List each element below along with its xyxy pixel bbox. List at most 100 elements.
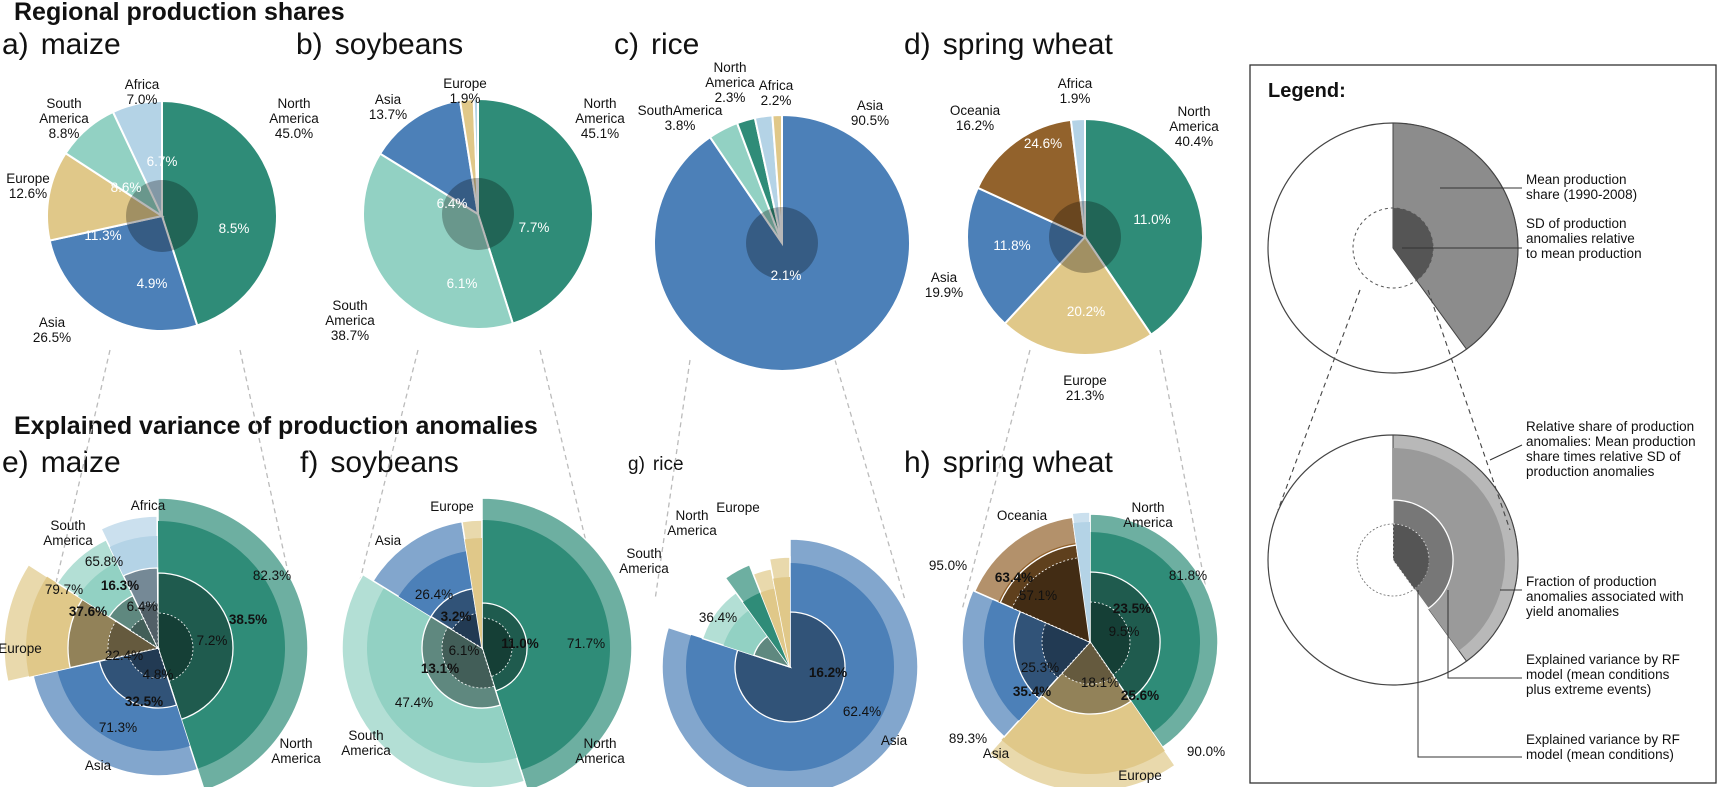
pie-d-slice-europe (1003, 235, 1153, 356)
legend-graphics (1267, 122, 1523, 758)
pie-b-soybeans: North America 45.1% 7.7% South America 38.7% 6.… (325, 76, 625, 343)
pie-e-fraction-south-america: 65.8% (85, 554, 123, 569)
pie-h-fraction-africa-4 (1073, 522, 1090, 642)
pie-a-slice-europe (46, 151, 165, 242)
pie-a-slice-north-america (161, 99, 278, 327)
pie-h-rf-mean-asia: 25.3% (1021, 660, 1059, 675)
legend-item-3: Fraction of production anomalies associat… (1526, 574, 1684, 619)
panel-title-b: b) soybeans (296, 28, 463, 61)
legend-leader-5 (1417, 590, 1522, 758)
pie-d-sd-label-asia: 11.8% (993, 238, 1030, 253)
pie-d-label-north-america: North America 40.4% (1169, 104, 1219, 149)
pie-a-sd-label-europe: 11.3% (84, 228, 121, 243)
panel-title-c: c) rice (614, 28, 699, 61)
legend-item-4: Explained variance by RF model (mean cond… (1526, 652, 1680, 697)
pie-h-spring-wheat: North America Europe Asia Oceania 81.8% 23.5% 9… (929, 500, 1225, 787)
pie-b-sd-core (442, 178, 514, 250)
pie-f-fraction-europe-3 (464, 538, 482, 648)
pie-e-rf-mean-north-america: 7.2% (197, 633, 228, 648)
pie-f-rf-mean-south-america: 6.1% (449, 643, 480, 658)
pie-g-label-europe: Europe (716, 500, 760, 515)
pie-b-slice-north-america (477, 97, 594, 325)
pie-d-sd-core (1049, 201, 1121, 273)
pie-a-sd-label-north-america: 8.5% (219, 221, 250, 236)
pie-e-rf-ext-asia: 32.5% (125, 694, 163, 709)
pie-d-label-europe: Europe 21.3% (1063, 373, 1107, 403)
pie-h-rf-ext-europe: 25.6% (1121, 688, 1159, 703)
pie-a-sd-label-asia: 4.9% (137, 276, 168, 291)
legend-box: Legend: Mean production share (1990-2008)… (1249, 64, 1717, 784)
pie-e-label-asia: Asia (85, 758, 112, 773)
pie-g-label-south-america: South America (619, 546, 669, 576)
legend-leader-4 (1447, 590, 1522, 679)
pie-a-sd-label-africa: 6.7% (147, 154, 178, 169)
connector-lines (51, 349, 1211, 611)
pie-e-rf-ext-europe: 37.6% (69, 604, 107, 619)
pie-a-label-south-america: South America 8.8% (39, 96, 89, 141)
pie-b-slice-other (472, 97, 479, 215)
pie-a-sd-label-south-america: 8.6% (111, 180, 142, 195)
pie-f-fraction-asia: 26.4% (415, 587, 453, 602)
pie-f-rf-ext-asia: 3.2% (441, 609, 472, 624)
panel-title-g: g) rice (628, 454, 684, 475)
pie-h-label-asia: Asia (983, 746, 1010, 761)
pie-d-slice-north-america (1084, 117, 1204, 337)
pie-h-label-europe: Europe (1118, 768, 1162, 783)
panel-title-e: e) maize (2, 446, 121, 479)
pie-g-rf-ext-asia: 16.2% (809, 665, 847, 680)
pie-d-slice-asia (966, 186, 1087, 326)
pie-e-rf-mean-south-america-3 (129, 617, 159, 650)
panel-title-f: f) soybeans (300, 446, 459, 479)
legend-pie-top-share (1392, 122, 1519, 350)
legend-item-2: Relative share of production anomalies: M… (1526, 419, 1696, 479)
pie-b-label-south-america: South America 38.7% (325, 298, 375, 343)
pie-f-label-europe: Europe (430, 499, 474, 514)
pie-d-sd-label-north-america: 11.0% (1133, 212, 1170, 227)
pie-e-rf-mean-south-america: 6.4% (127, 599, 158, 614)
legend-zoom-line-0 (1277, 289, 1361, 511)
pie-g-label-north-america: North America (667, 508, 717, 538)
pie-f-label-north-america: North America (575, 736, 625, 766)
pie-h-rf-mean-north-america: 9.5% (1109, 624, 1140, 639)
legend-item-1: SD of production anomalies relative to mea… (1526, 216, 1642, 261)
legend-pie-bottom-mean-circle (1356, 523, 1430, 597)
pie-e-rf-mean-asia-1 (128, 647, 168, 679)
pie-b-sd-label-asia: 6.4% (437, 196, 468, 211)
pie-d-sd-label-oceania: 24.6% (1024, 136, 1062, 151)
pie-a-slice-asia (48, 214, 199, 332)
panel-title-a: a) maize (2, 28, 121, 61)
pie-b-slice-south-america (362, 152, 515, 330)
pie-h-fraction-north-america: 81.8% (1169, 568, 1207, 583)
legend-item-5: Explained variance by RF model (mean cond… (1526, 732, 1680, 762)
pie-e-rf-mean-asia: 4.8% (143, 667, 174, 682)
pie-e-rf-ext-south-america: 16.3% (101, 578, 139, 593)
pie-d-label-africa: Africa 1.9% (1058, 76, 1093, 106)
panel-title-d: d) spring wheat (904, 28, 1113, 61)
pie-c-rice: Asia 90.5% 2.1% SouthAmerica 3.8%North Americ… (638, 60, 911, 372)
legend-title: Legend: (1268, 80, 1346, 102)
pie-f-label-asia: Asia (375, 533, 402, 548)
pie-h-fraction-asia: 89.3% (949, 731, 987, 746)
pie-b-label-asia: Asia 13.7% (369, 92, 407, 122)
pie-h-rf-mean-asia-2 (1041, 622, 1091, 679)
pie-g-label-asia: Asia (881, 733, 908, 748)
pie-g-fraction-asia: 62.4% (843, 704, 881, 719)
pie-f-soybeans: North America South America Asia Europe 71.7% 1… (341, 497, 633, 787)
pie-e-rf-ext-north-america: 38.5% (229, 612, 267, 627)
pie-c-label-southamerica: SouthAmerica 3.8% (638, 103, 723, 133)
pie-a-label-europe: Europe 12.6% (6, 171, 50, 201)
pie-e-rf-ext-north-america-0 (157, 572, 234, 721)
legend-texts: Mean production share (1990-2008) SD of pr… (1526, 172, 1696, 762)
pie-e-maize: North America Asia Europe South America Africa… (0, 497, 321, 787)
pie-f-rf-mean-north-america-0 (481, 617, 513, 678)
pie-e-rf-mean-north-america-0 (157, 612, 194, 682)
pie-b-label-europe: Europe 1.9% (443, 76, 487, 106)
pie-h-rf-mean-oceania-3 (1011, 557, 1091, 643)
section-title-bottom: Explained variance of production anomali… (14, 412, 538, 440)
pie-h-label-oceania: Oceania (997, 508, 1048, 523)
legend-pie-top-sd-core (1393, 208, 1434, 281)
pie-b-sd-label-north-america: 7.7% (519, 220, 550, 235)
pie-b-label-north-america: North America 45.1% (575, 96, 625, 141)
